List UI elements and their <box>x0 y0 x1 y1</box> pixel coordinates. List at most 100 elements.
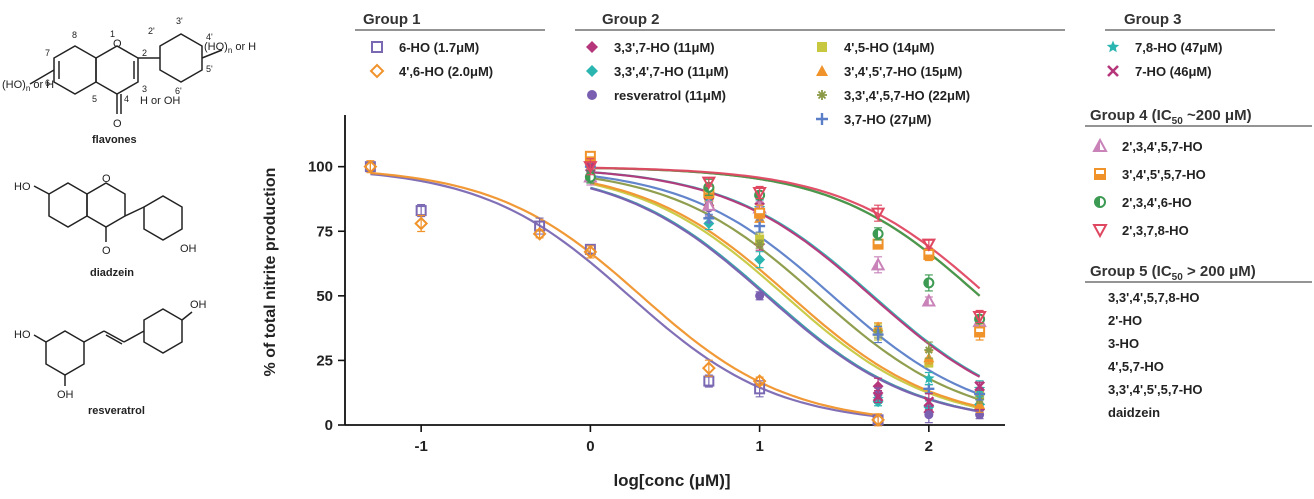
legend-symbol <box>586 65 598 77</box>
data-point <box>974 398 986 409</box>
resveratrol-ring-b <box>143 308 183 354</box>
legend-group5-item: 4',5,7-HO <box>1108 359 1164 374</box>
legend-group5-title: Group 5 (IC50 > 200 μM) <box>1090 263 1256 283</box>
y-tick-label: 75 <box>316 223 333 240</box>
diadzein-oh-bond <box>33 185 50 195</box>
legend-symbol-fill <box>1095 174 1105 179</box>
fit-curve-7 <box>590 176 980 401</box>
flavone-pos-3: 3 <box>142 84 147 94</box>
data-point-fill <box>755 213 765 218</box>
y-tick-label: 25 <box>316 352 333 369</box>
x-tick-label: 0 <box>586 438 594 455</box>
data-point <box>701 361 716 376</box>
data-point <box>921 238 937 252</box>
fit-curves <box>370 166 981 418</box>
y-tick-label: 0 <box>325 417 333 434</box>
legend-group5-list: 3,3',4',5,7,8-HO 2'-HO 3-HO 4',5,7-HO 3,… <box>1108 290 1203 420</box>
flavone-o1-label: O <box>113 38 122 50</box>
flavone-pos-5: 5 <box>92 94 97 104</box>
flavone-r2-label: (HO)n or H <box>204 41 256 55</box>
legend-symbol <box>1106 40 1120 53</box>
legend-label: 3,3',4',5,7-HO (22μM) <box>844 88 970 103</box>
legend-group5-item: 3-HO <box>1108 336 1139 351</box>
data-point <box>871 412 885 427</box>
legend-group3-title: Group 3 <box>1124 11 1182 28</box>
flavones-caption: flavones <box>92 134 137 146</box>
resveratrol-ho-label: HO <box>14 329 31 341</box>
data-point-fill <box>924 254 934 259</box>
diadzein-ring-b <box>143 195 183 241</box>
flavone-r1-label: (HO)n or H <box>2 79 54 93</box>
flavone-o4-label: O <box>113 118 122 130</box>
data-point <box>870 207 886 221</box>
legend-label: 3',4',5',7-HO (15μM) <box>844 64 962 79</box>
flavone-pos-5p: 5' <box>206 64 213 74</box>
data-point <box>923 372 935 384</box>
legend-label: 3,3',4',7-HO (11μM) <box>614 64 729 79</box>
resveratrol-oh-bond-3 <box>181 311 193 321</box>
data-point <box>755 291 765 301</box>
resveratrol-oh-label-1: OH <box>57 389 74 401</box>
legend-entries: 6-HO (1.7μM) 4',6-HO (2.0μM) 3,3',7-HO (11… <box>369 40 1222 239</box>
legend-label: 4',5-HO (14μM) <box>844 40 935 55</box>
fit-curve-4 <box>590 187 980 413</box>
resveratrol-oh-bond-1 <box>33 334 47 343</box>
legend-symbol <box>587 90 597 100</box>
flavone-labels: (HO)n or H (HO)n or H H or OH O O 1 2 3 … <box>2 16 256 146</box>
x-tick-label: 1 <box>755 438 763 455</box>
data-point <box>532 226 547 241</box>
resveratrol-oh-label-2: OH <box>190 299 207 311</box>
flavone-pos-6p: 6' <box>175 86 182 96</box>
resveratrol-vinyl-4 <box>123 330 145 343</box>
legend-symbol <box>371 41 383 53</box>
fit-curve-1 <box>370 171 879 417</box>
data-point-fill <box>975 332 985 337</box>
legend-symbol <box>1094 168 1106 180</box>
fit-curve-6 <box>590 181 980 408</box>
legend-label: 7,8-HO (47μM) <box>1135 40 1222 55</box>
data-point <box>754 220 766 232</box>
legend-symbol <box>816 65 828 76</box>
diadzein-ho-label: HO <box>14 181 31 193</box>
flavone-pos-2p: 2' <box>148 26 155 36</box>
data-point <box>972 311 987 325</box>
flavone-ring-c <box>95 45 139 95</box>
data-point <box>414 216 429 231</box>
data-point <box>974 380 986 392</box>
data-point <box>974 326 986 338</box>
legend-label: 7-HO (46μM) <box>1135 64 1212 79</box>
data-point <box>703 212 715 224</box>
diadzein-o4-label: O <box>102 245 111 257</box>
data-point <box>870 257 886 271</box>
data-point <box>755 234 765 244</box>
fit-curve-8 <box>590 174 980 396</box>
legend-symbol <box>817 90 827 100</box>
data-point <box>921 293 937 307</box>
data-point <box>583 161 598 175</box>
diadzein-o1-label: O <box>102 173 111 185</box>
y-tick-label: 50 <box>316 288 333 305</box>
fit-curve-2 <box>590 186 980 413</box>
data-point <box>923 383 935 395</box>
data-point <box>872 329 884 341</box>
legend-label: resveratrol (11μM) <box>614 88 726 103</box>
data-point <box>923 277 935 289</box>
data-point <box>583 245 598 259</box>
y-tick-label: 100 <box>308 159 333 176</box>
legend-group5-item: daidzein <box>1108 405 1160 420</box>
flavone-pos-7: 7 <box>45 48 50 58</box>
diadzein-labels: HO O O OH diadzein <box>14 173 197 279</box>
data-point <box>924 410 934 420</box>
diadzein-caption: diadzein <box>90 267 134 279</box>
resveratrol-vinyl-2 <box>103 330 125 343</box>
data-point <box>363 159 378 174</box>
flavone-pos-6: 6 <box>45 78 50 88</box>
legend-label: 3,3',7-HO (11μM) <box>614 40 715 55</box>
data-point <box>872 238 884 250</box>
legend-group2-title: Group 2 <box>602 11 660 28</box>
y-axis-label: % of total nitrite production <box>262 168 279 377</box>
data-points <box>363 150 987 427</box>
legend-label: 2',3,4',6-HO <box>1122 195 1192 210</box>
data-point <box>872 391 884 403</box>
